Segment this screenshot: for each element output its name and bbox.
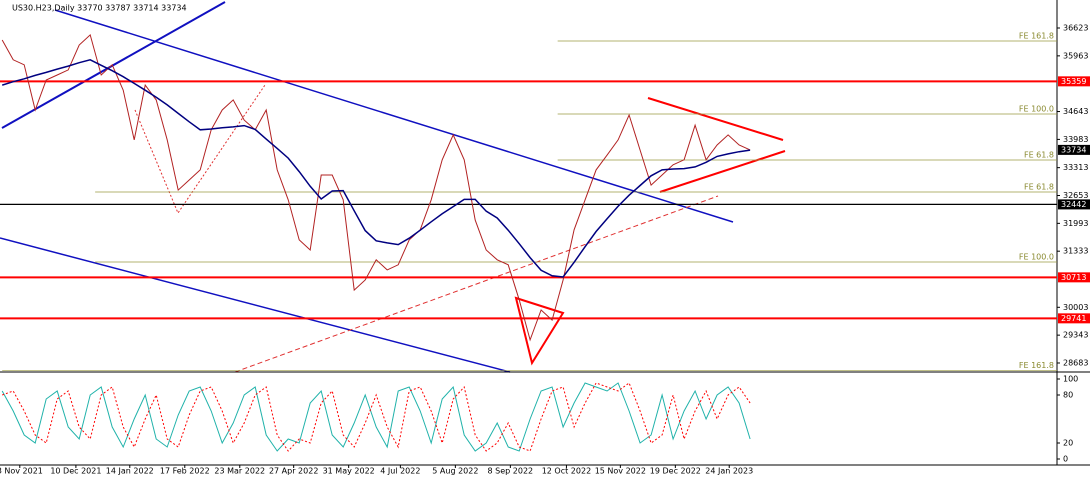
triangle xyxy=(514,296,565,366)
level-label-bg xyxy=(1058,272,1090,283)
stochastic-line xyxy=(2,382,751,452)
y-tick-label: 100 xyxy=(1063,375,1078,384)
x-tick-label: 19 Dec 2022 xyxy=(650,467,701,476)
fib-label: FE 61.8 xyxy=(1024,150,1054,159)
price-line xyxy=(1,59,751,278)
price-line xyxy=(1,33,751,342)
level-label-bg xyxy=(1058,199,1090,210)
level-label: 29741 xyxy=(1061,314,1086,323)
x-tick-label: 24 Jan 2023 xyxy=(705,467,753,476)
y-tick-label: 32653 xyxy=(1063,191,1088,200)
y-tick-label: 0 xyxy=(1063,455,1068,464)
triangle-line xyxy=(659,150,786,193)
x-tick-label: 27 Apr 2022 xyxy=(269,467,318,476)
y-tick-label: 36623 xyxy=(1063,24,1088,33)
y-tick-label: 33983 xyxy=(1063,135,1088,144)
level-label: 35359 xyxy=(1061,77,1086,86)
y-tick-label: 33313 xyxy=(1063,163,1088,172)
y-tick-label: 20 xyxy=(1063,439,1073,448)
x-tick-label: 4 Jul 2022 xyxy=(380,467,420,476)
x-tick-label: 23 Mar 2022 xyxy=(214,467,265,476)
y-tick-label: 28683 xyxy=(1063,358,1088,367)
level-label: 32442 xyxy=(1061,200,1086,209)
y-tick-label: 31333 xyxy=(1063,247,1088,256)
drawings xyxy=(0,1,786,373)
x-tick-label: 8 Nov 2021 xyxy=(0,467,43,476)
x-tick-label: 15 Nov 2022 xyxy=(595,467,646,476)
fib-label: FE 100.0 xyxy=(1019,252,1054,261)
trend-line xyxy=(234,195,719,373)
trend-line xyxy=(134,84,266,215)
y-tick-label: 31993 xyxy=(1063,219,1088,228)
level-label-bg xyxy=(1058,76,1090,87)
fib-label: FE 161.8 xyxy=(1019,32,1054,41)
x-tick-label: 17 Feb 2022 xyxy=(160,467,210,476)
price-label: 33734 xyxy=(1061,145,1086,154)
stochastic-line xyxy=(1,382,751,452)
level-label: 30713 xyxy=(1061,273,1086,282)
x-tick-label: 5 Aug 2022 xyxy=(432,467,478,476)
y-tick-label: 30003 xyxy=(1063,303,1088,312)
triangle-line xyxy=(647,97,784,141)
price-label-bg xyxy=(1058,144,1090,155)
y-tick-label: 34643 xyxy=(1063,107,1088,116)
fib-label: FE 100.0 xyxy=(1019,104,1054,113)
trend-line xyxy=(1,1,226,129)
x-tick-label: 8 Sep 2022 xyxy=(488,467,534,476)
trend-line xyxy=(54,9,734,223)
trend-line xyxy=(0,237,511,373)
chart-title: US30.H23,Daily 33770 33787 33714 33734 xyxy=(12,4,187,13)
fib-label: FE 161.8 xyxy=(1019,361,1054,370)
y-tick-label: 80 xyxy=(1063,391,1073,400)
x-tick-label: 14 Jan 2022 xyxy=(106,467,154,476)
y-tick-label: 29343 xyxy=(1063,331,1088,340)
y-tick-label: 35963 xyxy=(1063,51,1088,60)
x-tick-label: 31 May 2022 xyxy=(323,467,375,476)
x-tick-label: 10 Dec 2021 xyxy=(50,467,101,476)
level-label-bg xyxy=(1058,313,1090,324)
fib-label: FE 61.8 xyxy=(1024,182,1054,191)
x-tick-label: 12 Oct 2022 xyxy=(542,467,591,476)
